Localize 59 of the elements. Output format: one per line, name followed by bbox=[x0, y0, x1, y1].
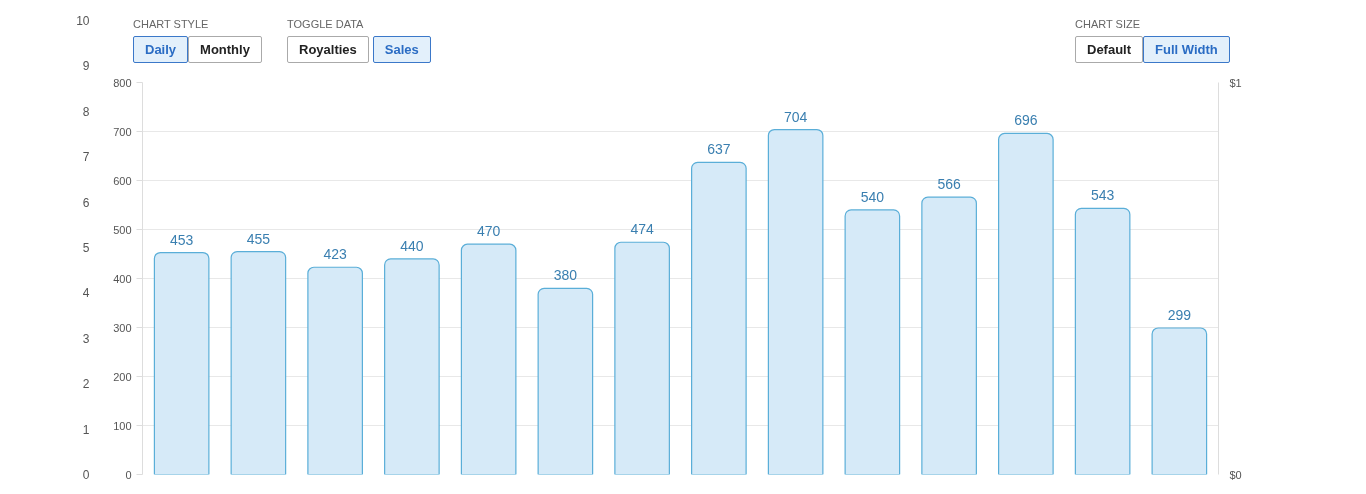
text: Full Width bbox=[1143, 36, 1230, 63]
y-tick-label: 700 bbox=[113, 125, 132, 138]
y3-tick-label: 4 bbox=[82, 286, 90, 301]
data-label: 696 bbox=[1014, 112, 1038, 129]
y3-tick-label: 6 bbox=[82, 195, 90, 210]
y-tick-label: 500 bbox=[113, 223, 132, 236]
y-tick-label: 100 bbox=[113, 419, 132, 432]
text: TOGGLE DATA bbox=[287, 18, 364, 30]
bar bbox=[153, 251, 210, 475]
data-label: 455 bbox=[246, 230, 271, 247]
bar bbox=[614, 241, 670, 475]
text: Default bbox=[1075, 36, 1144, 63]
y3-tick-label: 2 bbox=[82, 377, 90, 392]
bar bbox=[537, 287, 594, 475]
y-tick-label: 800 bbox=[113, 76, 132, 89]
bar bbox=[998, 132, 1054, 475]
bar bbox=[921, 196, 977, 475]
bar bbox=[307, 266, 363, 475]
y3-tick-label: 5 bbox=[82, 241, 90, 255]
y3-tick-label: 1 bbox=[82, 422, 90, 437]
data-label: 704 bbox=[783, 108, 808, 125]
y3-tick-label: 3 bbox=[82, 331, 90, 346]
data-label: 423 bbox=[323, 246, 348, 263]
y3-tick-label: 7 bbox=[82, 150, 90, 165]
data-label: 566 bbox=[937, 176, 962, 193]
bar bbox=[1074, 207, 1131, 475]
data-label: 543 bbox=[1090, 187, 1115, 204]
data-label: 299 bbox=[1167, 306, 1192, 323]
bar bbox=[691, 161, 747, 475]
bar bbox=[1151, 327, 1208, 475]
bar bbox=[230, 250, 287, 475]
text: Royalties bbox=[287, 36, 369, 63]
text: CHART STYLE bbox=[133, 18, 209, 30]
data-label: 440 bbox=[400, 237, 424, 254]
y-tick-label: 600 bbox=[113, 174, 132, 187]
bar bbox=[460, 243, 517, 475]
text: Sales bbox=[372, 36, 431, 63]
bar bbox=[384, 258, 440, 475]
y-tick-label: 300 bbox=[113, 321, 132, 334]
y3-tick-label: 8 bbox=[82, 104, 90, 119]
text: Monthly bbox=[188, 36, 262, 63]
y3-tick-label: 10 bbox=[76, 14, 90, 28]
data-label: 474 bbox=[630, 221, 655, 238]
bar bbox=[844, 209, 901, 475]
text: CHART SIZE bbox=[1075, 18, 1140, 30]
text: Daily bbox=[133, 36, 189, 63]
y-tick-label: 200 bbox=[113, 370, 132, 383]
y2-tick-label: $0 bbox=[1229, 468, 1242, 481]
y-tick-label: 400 bbox=[113, 272, 132, 285]
bar bbox=[767, 128, 824, 475]
data-label: 540 bbox=[860, 188, 885, 205]
data-label: 380 bbox=[553, 267, 578, 284]
y3-tick-label: 0 bbox=[82, 468, 90, 482]
y-tick-label: 0 bbox=[125, 468, 132, 481]
y3-tick-label: 9 bbox=[82, 59, 90, 74]
y2-tick-label: $1 bbox=[1229, 76, 1242, 89]
data-label: 453 bbox=[169, 231, 194, 248]
data-label: 637 bbox=[707, 141, 731, 158]
data-label: 470 bbox=[476, 223, 501, 240]
